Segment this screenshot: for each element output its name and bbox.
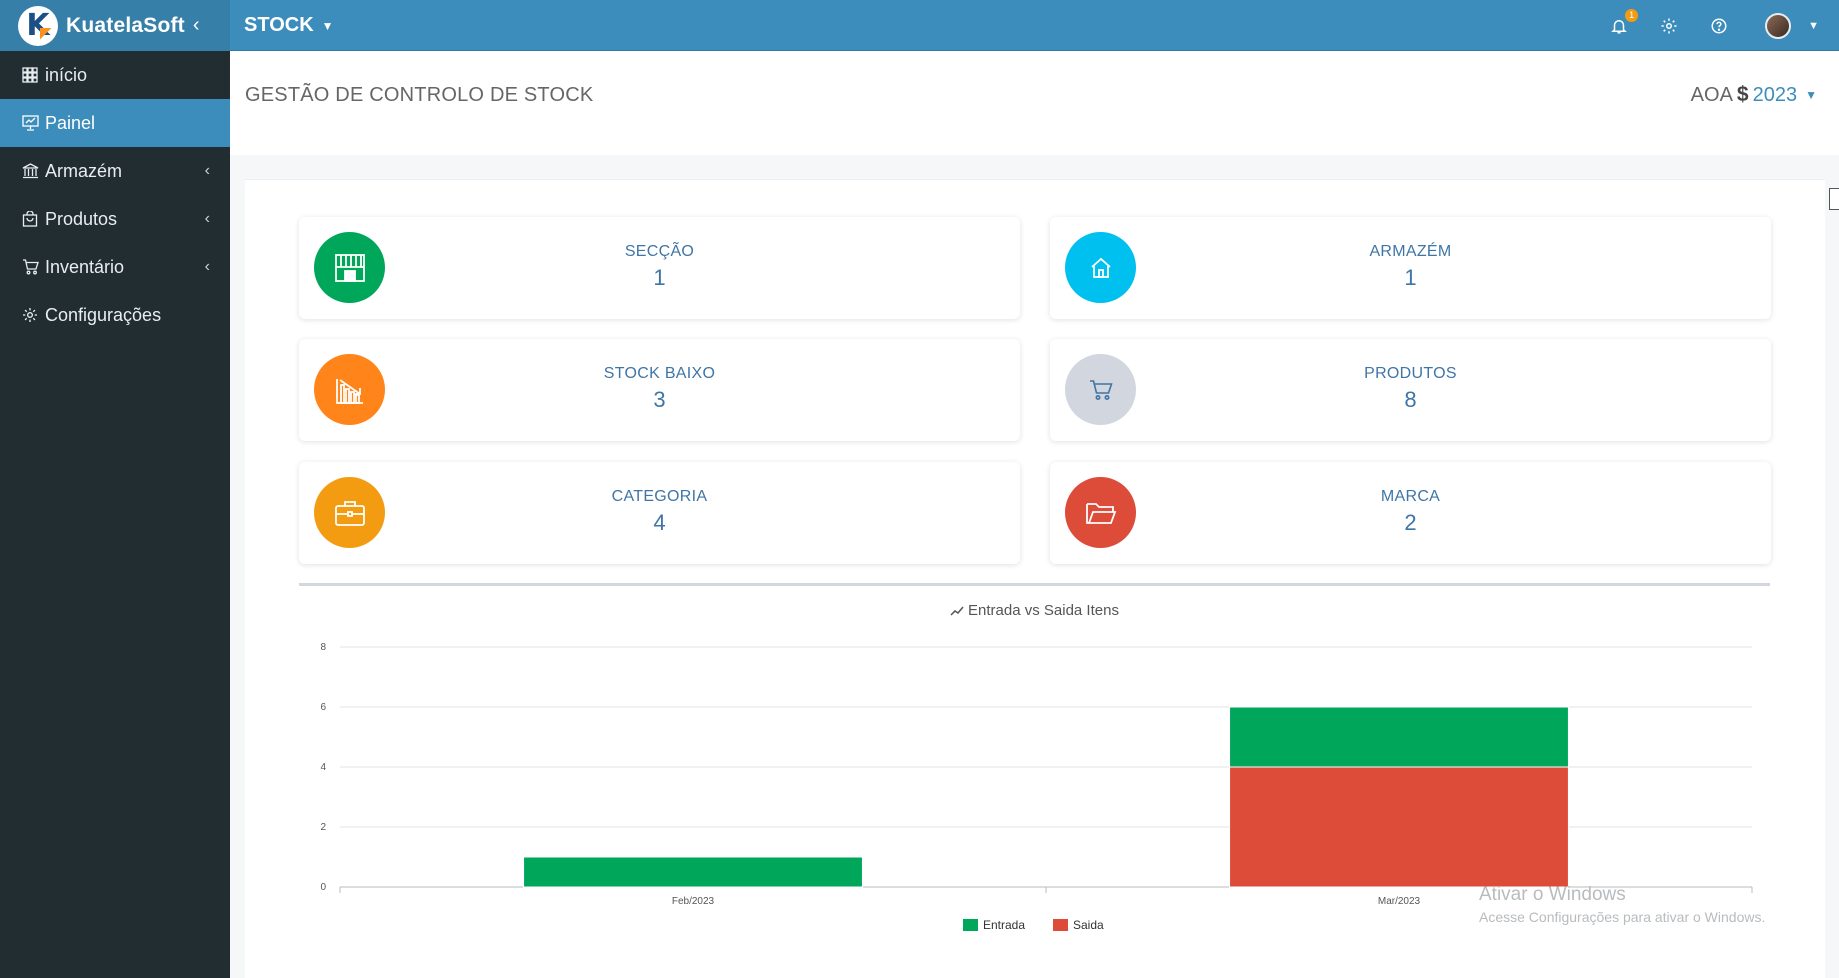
section-divider (299, 583, 1770, 586)
sidebar-item-inventario[interactable]: Inventário ‹ (0, 243, 230, 291)
folder-icon (1065, 477, 1136, 548)
caret-down-icon: ▼ (1805, 88, 1817, 102)
line-chart-icon (950, 603, 964, 620)
grid-icon (20, 65, 40, 85)
edge-tab[interactable] (1829, 188, 1839, 210)
user-menu[interactable] (1758, 12, 1798, 39)
briefcase-icon (314, 477, 385, 548)
sidebar-item-configuracoes[interactable]: Configurações (0, 291, 230, 339)
y-tick-label: 4 (320, 762, 326, 773)
currency-symbol: $ (1736, 83, 1749, 106)
home-icon (1065, 232, 1136, 303)
year-value: 2023 (1752, 83, 1798, 106)
y-tick-label: 6 (320, 702, 326, 713)
stat-card-produtos[interactable]: PRODUTOS 8 (1050, 339, 1771, 441)
stat-value: 3 (653, 387, 666, 412)
bag-icon (20, 209, 40, 229)
stat-value: 4 (653, 510, 666, 535)
top-navbar: K KuatelaSoft ‹ STOCK ▼ 1 ▼ (0, 0, 1839, 51)
settings-button[interactable] (1658, 15, 1680, 37)
dashboard-icon (20, 113, 40, 133)
bell-icon (1611, 19, 1627, 33)
legend-label-saida: Saida (1073, 918, 1104, 932)
notifications-button[interactable]: 1 (1608, 8, 1639, 37)
chart-down-icon (314, 354, 385, 425)
chevron-left-icon: ‹ (204, 162, 210, 179)
stat-label: SECÇÃO (624, 243, 695, 260)
building-icon (314, 232, 385, 303)
avatar (1765, 12, 1792, 39)
stat-card-stock-baixo[interactable]: STOCK BAIXO 3 (299, 339, 1020, 441)
bar-chart: 0 2 4 6 8 Feb/2023 Mar/2023 Entrada Saida (320, 642, 1753, 932)
y-tick-label: 0 (320, 882, 326, 893)
sidebar-item-painel[interactable]: Painel (0, 99, 230, 147)
stat-label: ARMAZÉM (1369, 243, 1452, 260)
sidebar-item-armazem[interactable]: Armazém ‹ (0, 147, 230, 195)
cart-icon (1065, 354, 1136, 425)
stat-label: CATEGORIA (611, 488, 708, 505)
stat-card-seccao[interactable]: SECÇÃO 1 (299, 217, 1020, 319)
chart-title-text: Entrada vs Saida Itens (968, 602, 1119, 619)
stat-label: STOCK BAIXO (603, 365, 716, 382)
stat-card-categoria[interactable]: CATEGORIA 4 (299, 462, 1020, 564)
sidebar-item-label: início (45, 64, 88, 85)
notification-badge: 1 (1625, 8, 1639, 22)
stat-value: 1 (1404, 265, 1417, 290)
stat-label: MARCA (1380, 488, 1441, 505)
page-title: GESTÃO DE CONTROLO DE STOCK (245, 84, 594, 106)
cart-icon (20, 257, 40, 277)
sidebar-item-label: Produtos (45, 208, 118, 229)
module-label: STOCK (244, 14, 314, 36)
bar-entrada-0 (523, 856, 863, 888)
sidebar-item-label: Inventário (45, 256, 125, 277)
chevron-left-icon: ‹ (204, 258, 210, 275)
question-icon (1711, 18, 1727, 33)
stat-value: 2 (1404, 510, 1417, 535)
module-selector[interactable]: STOCK ▼ (244, 0, 334, 51)
y-tick-label: 2 (320, 822, 326, 833)
brand-logo: K (18, 5, 58, 46)
y-tick-label: 8 (320, 642, 326, 653)
content-header: GESTÃO DE CONTROLO DE STOCK AOA $ 2023 ▼ (230, 51, 1839, 155)
legend-swatch-saida (1053, 919, 1068, 931)
sidebar-item-produtos[interactable]: Produtos ‹ (0, 195, 230, 243)
windows-activation-watermark: Ativar o Windows Acesse Configurações pa… (1479, 884, 1765, 925)
gear-icon (1661, 18, 1677, 33)
watermark-line1: Ativar o Windows (1479, 884, 1626, 905)
chart-title: Entrada vs Saida Itens (230, 602, 1839, 620)
bar-entrada-1 (1229, 706, 1569, 768)
stat-value: 8 (1404, 387, 1417, 412)
sidebar: início Painel Armazém ‹ Produtos ‹ Inven… (0, 51, 230, 978)
watermark-line2: Acesse Configurações para ativar o Windo… (1479, 909, 1766, 925)
year-selector[interactable]: AOA $ 2023 ▼ (1691, 83, 1817, 107)
brand[interactable]: K KuatelaSoft ‹ (0, 0, 230, 51)
bank-icon (20, 161, 40, 181)
sidebar-item-label: Configurações (45, 304, 162, 325)
x-tick-label: Mar/2023 (1378, 896, 1421, 907)
stat-value: 1 (653, 265, 666, 290)
gear-icon (20, 305, 40, 325)
sidebar-item-label: Armazém (45, 160, 123, 181)
sidebar-item-inicio[interactable]: início (0, 51, 230, 99)
chevron-down-icon: ▼ (321, 18, 334, 33)
legend-swatch-entrada (963, 919, 978, 931)
sidebar-toggle-icon[interactable]: ‹ (192, 14, 200, 36)
x-tick-label: Feb/2023 (672, 896, 715, 907)
chevron-down-icon[interactable]: ▼ (1808, 19, 1819, 32)
stat-label: PRODUTOS (1364, 365, 1457, 382)
stat-card-armazem[interactable]: ARMAZÉM 1 (1050, 217, 1771, 319)
chevron-left-icon: ‹ (204, 210, 210, 227)
sidebar-item-label: Painel (45, 112, 96, 133)
stat-card-marca[interactable]: MARCA 2 (1050, 462, 1771, 564)
brand-name: KuatelaSoft (66, 13, 185, 37)
legend-label-entrada: Entrada (983, 918, 1025, 932)
bar-saida-1 (1229, 766, 1569, 888)
help-button[interactable] (1708, 15, 1730, 37)
currency-code: AOA (1690, 83, 1733, 106)
